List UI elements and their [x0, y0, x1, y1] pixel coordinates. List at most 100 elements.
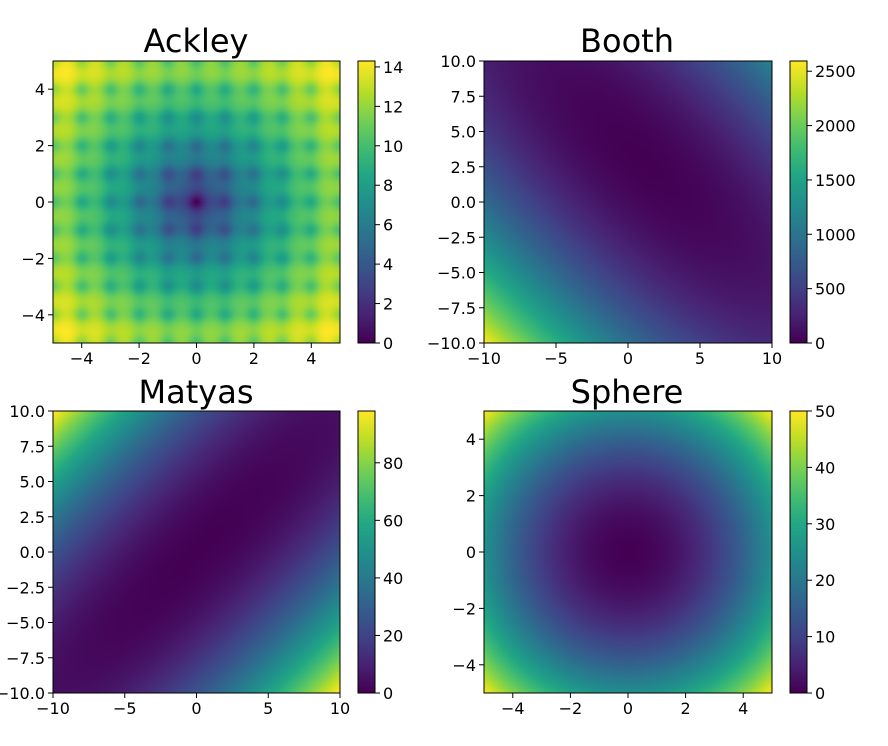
y-axis: −4 −2 0 2 4 [452, 430, 484, 675]
x-axis: −4 −2 0 2 4 [501, 693, 748, 718]
colorbar-tick-label: 10 [383, 137, 403, 156]
colorbar-tick-label: 80 [383, 454, 403, 473]
y-tick-label: 5.0 [20, 473, 45, 492]
colorbar-axis: 0 2 4 6 8 10 12 14 [375, 58, 403, 353]
colorbar-tick-label: 0 [815, 684, 825, 703]
y-tick-label: −7.5 [6, 649, 45, 668]
x-tick-label: 2 [681, 699, 691, 718]
colorbar-tick-label: 0 [383, 684, 393, 703]
y-tick-label: 10.0 [440, 52, 476, 71]
colorbar-tick-label: 500 [815, 280, 846, 299]
heatmap-image [53, 61, 340, 343]
colorbar-axis: 0 20 40 60 80 [375, 454, 403, 703]
colorbar-tick-label: 60 [383, 511, 403, 530]
colorbar-axis: 0 10 20 30 40 50 [807, 402, 835, 703]
colorbar-image [358, 61, 375, 343]
colorbar-tick-label: 12 [383, 97, 403, 116]
colorbar-tick-label: 0 [383, 334, 393, 353]
subplot-matyas: Matyas −10 −5 0 5 10 −10.0 −7.5 −5.0 −2.5 0.0 2.5… [0, 373, 403, 718]
x-tick-label: 5 [695, 349, 705, 368]
x-tick-label: −10 [36, 699, 70, 718]
y-tick-label: 2 [35, 137, 45, 156]
y-tick-label: −2 [452, 599, 476, 618]
x-tick-label: −10 [467, 349, 501, 368]
colorbar-tick-label: 40 [815, 458, 835, 477]
subplot-ackley: Ackley −4 −2 0 2 4 −4 −2 0 2 4 0 2 4 6 8 10 12 14 [21, 22, 403, 368]
y-tick-label: −10.0 [427, 334, 476, 353]
colorbar-tick-label: 20 [815, 571, 835, 590]
y-tick-label: 2 [466, 487, 476, 506]
colorbar-tick-label: 4 [383, 255, 393, 274]
y-tick-label: 10.0 [9, 402, 45, 421]
colorbar-tick-label: 10 [815, 628, 835, 647]
y-tick-label: 0 [35, 193, 45, 212]
colorbar-tick-label: 50 [815, 402, 835, 421]
x-axis: −4 −2 0 2 4 [70, 343, 316, 368]
x-tick-label: −5 [113, 699, 137, 718]
y-tick-label: −4 [452, 656, 476, 675]
plot-title: Sphere [571, 373, 684, 411]
x-tick-label: −2 [127, 349, 151, 368]
y-tick-label: −4 [21, 306, 45, 325]
plot-title: Ackley [144, 22, 249, 60]
y-tick-label: 4 [466, 430, 476, 449]
y-tick-label: −5.0 [437, 264, 476, 283]
colorbar-tick-label: 6 [383, 216, 393, 235]
y-tick-label: 0 [466, 543, 476, 562]
y-tick-label: −2.5 [6, 578, 45, 597]
colorbar-tick-label: 2 [383, 295, 393, 314]
y-tick-label: 2.5 [451, 158, 476, 177]
x-tick-label: −2 [559, 699, 583, 718]
y-tick-label: −2 [21, 249, 45, 268]
x-tick-label: 0 [623, 699, 633, 718]
x-tick-label: 0 [623, 349, 633, 368]
y-tick-label: −5.0 [6, 614, 45, 633]
x-tick-label: 10 [762, 349, 782, 368]
y-tick-label: 5.0 [451, 123, 476, 142]
y-tick-label: 2.5 [20, 508, 45, 527]
subplot-booth: Booth −10 −5 0 5 10 −10.0 −7.5 −5.0 −2.5 0.0 2.5 5… [427, 22, 856, 368]
colorbar-tick-label: 40 [383, 569, 403, 588]
x-tick-label: 10 [330, 699, 350, 718]
y-tick-label: −10.0 [0, 684, 45, 703]
colorbar-frame [789, 60, 808, 344]
colorbar-image [358, 411, 375, 693]
x-tick-label: 0 [191, 699, 201, 718]
y-tick-label: −2.5 [437, 228, 476, 247]
y-tick-label: 0.0 [20, 543, 45, 562]
x-axis: −10 −5 0 5 10 [36, 693, 350, 718]
colorbar-image [790, 61, 807, 343]
x-tick-label: −4 [501, 699, 525, 718]
colorbar-tick-label: 0 [815, 334, 825, 353]
x-tick-label: 4 [306, 349, 316, 368]
colorbar-tick-label: 2500 [815, 62, 856, 81]
y-axis: −10.0 −7.5 −5.0 −2.5 0.0 2.5 5.0 7.5 10.0 [0, 402, 53, 703]
x-tick-label: 2 [249, 349, 259, 368]
y-tick-label: 4 [35, 80, 45, 99]
colorbar-tick-label: 30 [815, 515, 835, 534]
y-tick-label: 7.5 [20, 437, 45, 456]
x-tick-label: −4 [70, 349, 94, 368]
colorbar-frame [789, 410, 808, 694]
colorbar-image [790, 411, 807, 693]
colorbar-tick-label: 14 [383, 58, 403, 77]
subplot-sphere: Sphere −4 −2 0 2 4 −4 −2 0 2 4 0 10 20 30 40 50 [452, 373, 835, 718]
heatmap-image [484, 411, 772, 693]
colorbar-tick-label: 20 [383, 626, 403, 645]
colorbar-tick-label: 1500 [815, 171, 856, 190]
x-tick-label: 5 [263, 699, 273, 718]
plot-title: Booth [580, 22, 674, 60]
heatmap-image [53, 411, 340, 693]
x-axis: −10 −5 0 5 10 [467, 343, 782, 368]
colorbar-tick-label: 2000 [815, 117, 856, 136]
colorbar-axis: 0 500 1000 1500 2000 2500 [807, 62, 856, 353]
y-tick-label: −7.5 [437, 299, 476, 318]
colorbar-tick-label: 1000 [815, 225, 856, 244]
y-tick-label: 0.0 [451, 193, 476, 212]
plot-title: Matyas [139, 373, 254, 411]
colorbar-frame [357, 60, 376, 344]
heatmap-image [484, 61, 772, 343]
colorbar-frame [357, 410, 376, 694]
y-tick-label: 7.5 [451, 87, 476, 106]
